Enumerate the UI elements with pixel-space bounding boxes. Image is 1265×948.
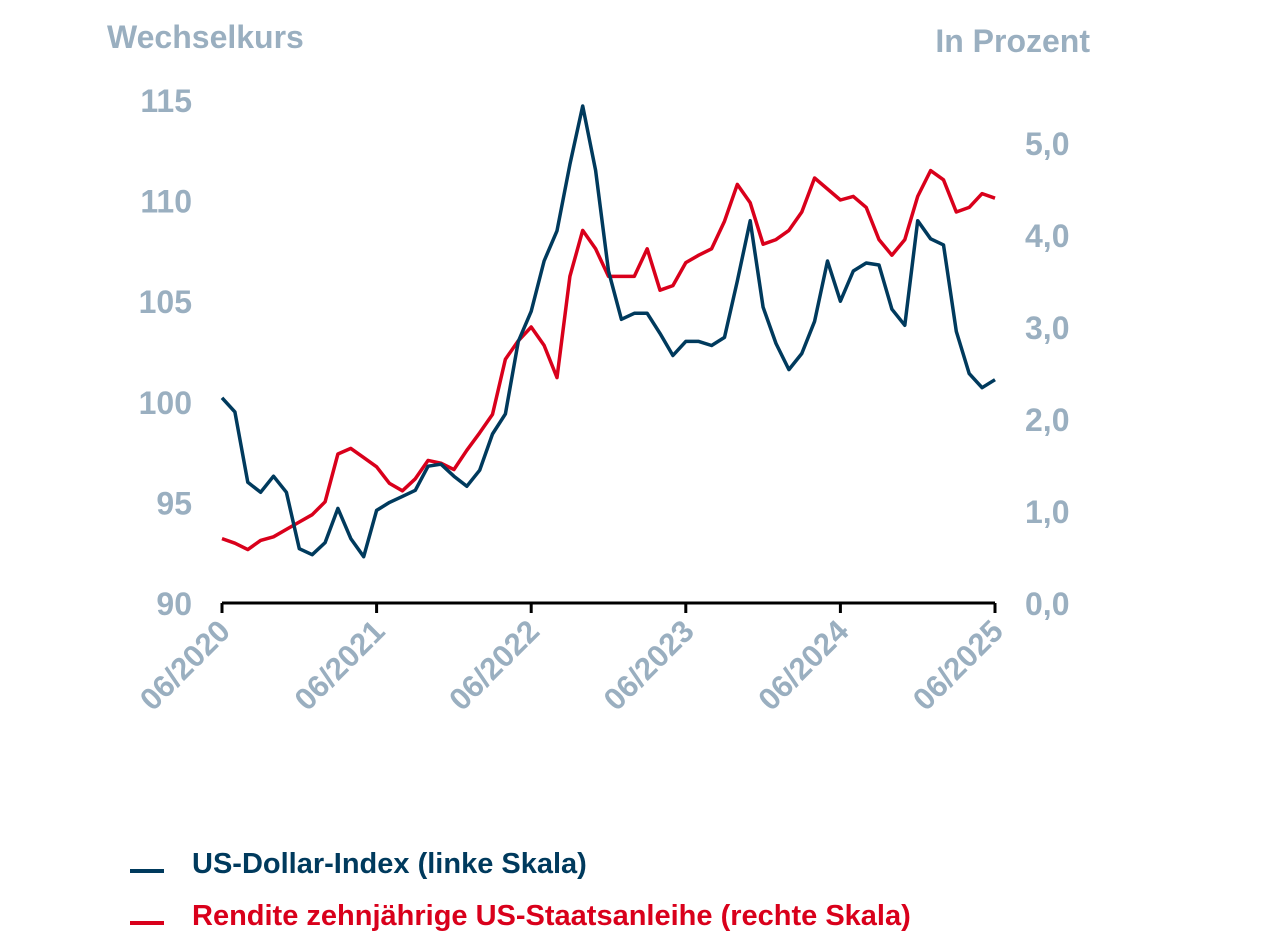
legend-swatch-usd [130, 869, 164, 873]
right-tick-labels: 0,0 1,0 2,0 3,0 4,0 5,0 [1025, 126, 1069, 622]
left-tick-label: 95 [156, 485, 192, 521]
left-tick-labels: 90 95 100 105 110 115 [139, 83, 192, 622]
right-tick-label: 0,0 [1025, 586, 1069, 622]
right-tick-label: 5,0 [1025, 126, 1069, 162]
x-tick-label: 06/2024 [751, 613, 856, 718]
x-tick-label: 06/2020 [133, 613, 237, 717]
x-tick-label: 06/2025 [906, 613, 1010, 717]
left-tick-label: 100 [139, 385, 192, 421]
legend-item-yield: Rendite zehnjährige US-Staatsanleihe (re… [130, 890, 911, 942]
left-tick-label: 90 [156, 586, 192, 622]
series-line-yield [221, 168, 996, 552]
x-tick-label: 06/2021 [288, 613, 392, 717]
right-tick-label: 4,0 [1025, 218, 1069, 254]
legend-swatch-yield [130, 921, 164, 925]
legend-item-usd: US-Dollar-Index (linke Skala) [130, 838, 911, 890]
left-axis-title: Wechselkurs [107, 19, 304, 55]
left-tick-label: 115 [140, 83, 192, 119]
left-tick-label: 110 [140, 184, 192, 220]
right-tick-label: 1,0 [1025, 494, 1069, 530]
right-tick-label: 2,0 [1025, 402, 1069, 438]
series-layer [220, 104, 996, 559]
x-tick-label: 06/2022 [442, 613, 546, 717]
x-axis: 06/2020 06/2021 06/2022 06/2023 06/2024 06/20… [133, 601, 1010, 718]
legend-label-yield: Rendite zehnjährige US-Staatsanleihe (re… [192, 899, 911, 932]
series-line-usd [220, 104, 996, 559]
legend: US-Dollar-Index (linke Skala) Rendite ze… [130, 838, 911, 942]
left-tick-label: 105 [139, 284, 192, 320]
right-tick-label: 3,0 [1025, 310, 1069, 346]
x-tick-label: 06/2023 [597, 613, 701, 717]
legend-label-usd: US-Dollar-Index (linke Skala) [192, 847, 587, 880]
right-axis-title: In Prozent [935, 23, 1090, 59]
